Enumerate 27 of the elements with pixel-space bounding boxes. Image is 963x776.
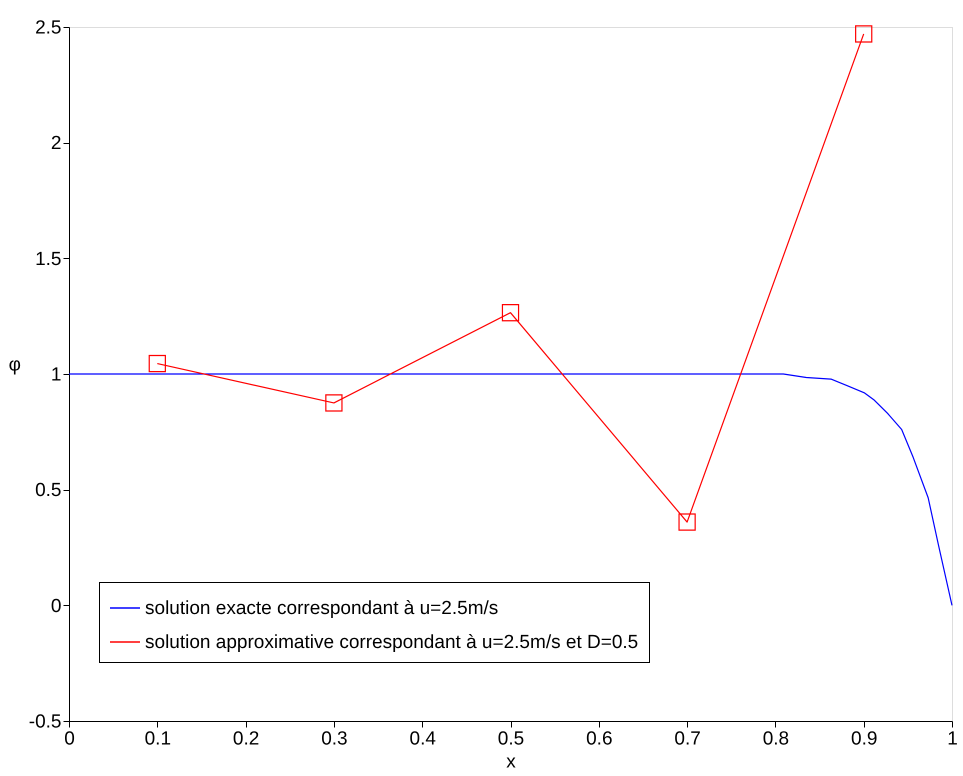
legend-label: solution exacte correspondant à u=2.5m/s	[145, 598, 498, 619]
point	[855, 25, 872, 43]
point	[148, 354, 166, 372]
y-tick-label: 1	[50, 364, 62, 386]
x-tick-label: 0.7	[674, 728, 701, 750]
x-tick-label: 0.3	[321, 728, 348, 750]
y-tick-label: 1.5	[35, 248, 62, 270]
legend-label: solution approximative correspondant à u=2.5m/s et D=0.5	[145, 632, 638, 653]
y-tick-label: 0.5	[35, 480, 62, 502]
point	[325, 394, 343, 412]
y-tick-label: -0.5	[28, 712, 62, 732]
x-axis-title: x	[506, 752, 516, 772]
x-tick-label: 0.9	[850, 728, 878, 750]
point	[678, 513, 696, 531]
x-tick-label: 1	[947, 728, 958, 750]
x-tick-label: 0.8	[762, 728, 790, 750]
x-tick-label: 0	[64, 728, 75, 750]
y-axis-title: φ	[8, 354, 21, 376]
x-tick-label: 0.1	[144, 728, 172, 750]
x-tick-label: 0.5	[498, 728, 524, 750]
x-tick-label: 0.4	[409, 728, 436, 750]
y-tick-label: 2.5	[35, 18, 62, 38]
point	[502, 304, 520, 322]
x-tick-label: 0.6	[586, 728, 613, 750]
y-tick-label: 2	[50, 133, 62, 154]
x-tick-label: 0.2	[232, 728, 260, 750]
y-tick-label: 0	[50, 596, 62, 617]
